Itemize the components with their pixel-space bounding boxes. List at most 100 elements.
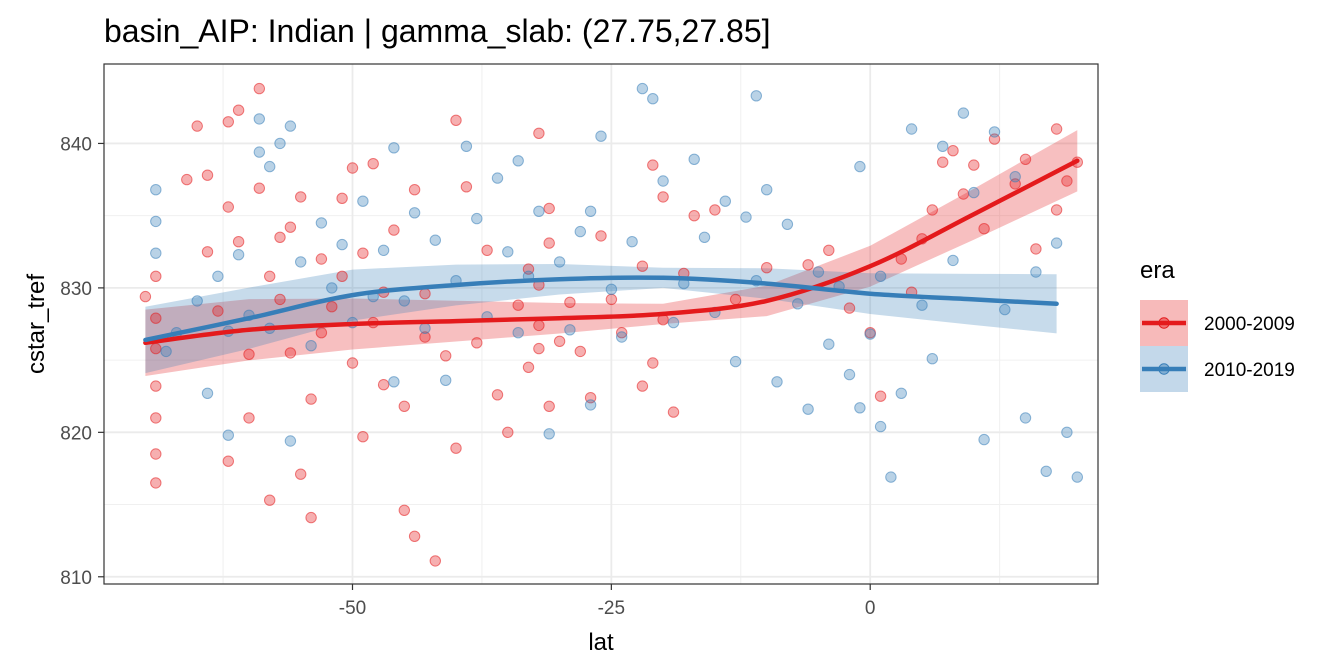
data-point xyxy=(336,270,348,282)
data-point xyxy=(874,390,887,402)
legend-key-point xyxy=(1158,317,1170,329)
data-point xyxy=(657,175,669,187)
data-point xyxy=(150,247,162,259)
data-point xyxy=(533,342,545,355)
data-point xyxy=(905,123,918,135)
data-point xyxy=(926,204,938,216)
data-point xyxy=(440,374,452,386)
data-point xyxy=(988,126,1001,138)
data-point xyxy=(626,236,638,248)
data-point xyxy=(284,347,297,359)
data-point xyxy=(253,182,265,194)
data-point xyxy=(636,82,649,95)
data-point xyxy=(1040,465,1052,477)
data-point xyxy=(408,530,421,542)
data-point xyxy=(408,207,421,219)
data-point xyxy=(512,299,524,311)
y-axis-title: cstar_tref xyxy=(23,274,50,374)
data-point xyxy=(1030,266,1042,278)
data-point xyxy=(212,270,224,282)
data-point xyxy=(533,205,545,218)
data-point xyxy=(367,158,379,170)
data-point xyxy=(1050,237,1063,249)
data-point xyxy=(1050,123,1063,135)
data-point xyxy=(957,107,970,119)
data-point xyxy=(761,184,773,196)
data-point xyxy=(232,104,245,116)
data-point xyxy=(201,169,214,181)
data-point xyxy=(336,238,348,251)
data-point xyxy=(201,246,214,258)
data-point xyxy=(284,221,297,233)
data-point xyxy=(543,428,555,440)
legend-label: 2000-2009 xyxy=(1204,314,1295,335)
data-point xyxy=(647,159,659,171)
data-point xyxy=(336,192,348,205)
data-point xyxy=(440,350,452,362)
data-point xyxy=(595,130,607,142)
data-point xyxy=(450,114,462,127)
x-tick-label: 0 xyxy=(865,598,876,619)
data-point xyxy=(502,246,514,258)
data-point xyxy=(595,230,607,242)
data-point xyxy=(1061,426,1073,438)
data-point xyxy=(357,431,369,443)
data-point xyxy=(512,155,524,167)
data-point xyxy=(243,348,255,360)
y-tick-label: 830 xyxy=(60,279,92,300)
data-point xyxy=(657,191,669,203)
data-point xyxy=(460,140,473,153)
data-point xyxy=(999,303,1011,316)
data-point xyxy=(647,357,659,369)
data-point xyxy=(419,288,431,300)
data-point xyxy=(512,327,524,339)
data-point xyxy=(305,340,317,352)
plot-panel xyxy=(104,64,1098,584)
data-point xyxy=(315,253,328,265)
data-point xyxy=(553,256,566,268)
data-point xyxy=(1019,412,1032,424)
x-tick-label: -25 xyxy=(598,598,625,619)
chart-title: basin_AIP: Indian | gamma_slab: (27.75,2… xyxy=(104,13,771,49)
data-point xyxy=(429,234,441,246)
data-point xyxy=(843,368,856,381)
data-point xyxy=(274,231,286,244)
data-point xyxy=(150,312,162,324)
data-point xyxy=(947,254,959,267)
data-point xyxy=(864,328,876,340)
data-point xyxy=(761,262,773,274)
trend-line xyxy=(143,158,1080,346)
data-point xyxy=(181,173,193,186)
data-point xyxy=(533,127,545,140)
data-point xyxy=(315,327,328,339)
data-point xyxy=(388,376,400,388)
data-point xyxy=(1061,175,1073,187)
data-point xyxy=(543,202,555,215)
data-point xyxy=(357,247,369,259)
data-point xyxy=(584,399,597,411)
data-point xyxy=(688,210,700,222)
data-point xyxy=(937,156,949,168)
data-point xyxy=(398,400,410,412)
data-point xyxy=(150,342,162,355)
confidence-band xyxy=(145,130,1078,376)
data-point xyxy=(264,160,276,173)
x-tick-label: -50 xyxy=(339,598,366,619)
data-point xyxy=(729,355,742,368)
data-point xyxy=(284,435,297,447)
data-point xyxy=(305,511,317,524)
data-point xyxy=(295,468,307,480)
data-point xyxy=(854,160,866,173)
data-point xyxy=(1050,204,1063,216)
data-point xyxy=(843,302,856,314)
data-point xyxy=(522,361,535,373)
data-point xyxy=(419,331,431,343)
y-tick-label: 820 xyxy=(60,423,92,444)
data-point xyxy=(564,296,576,308)
data-point xyxy=(1030,243,1042,255)
data-point xyxy=(543,237,555,249)
data-point xyxy=(916,299,928,311)
data-point xyxy=(377,244,390,257)
data-point xyxy=(978,433,990,446)
